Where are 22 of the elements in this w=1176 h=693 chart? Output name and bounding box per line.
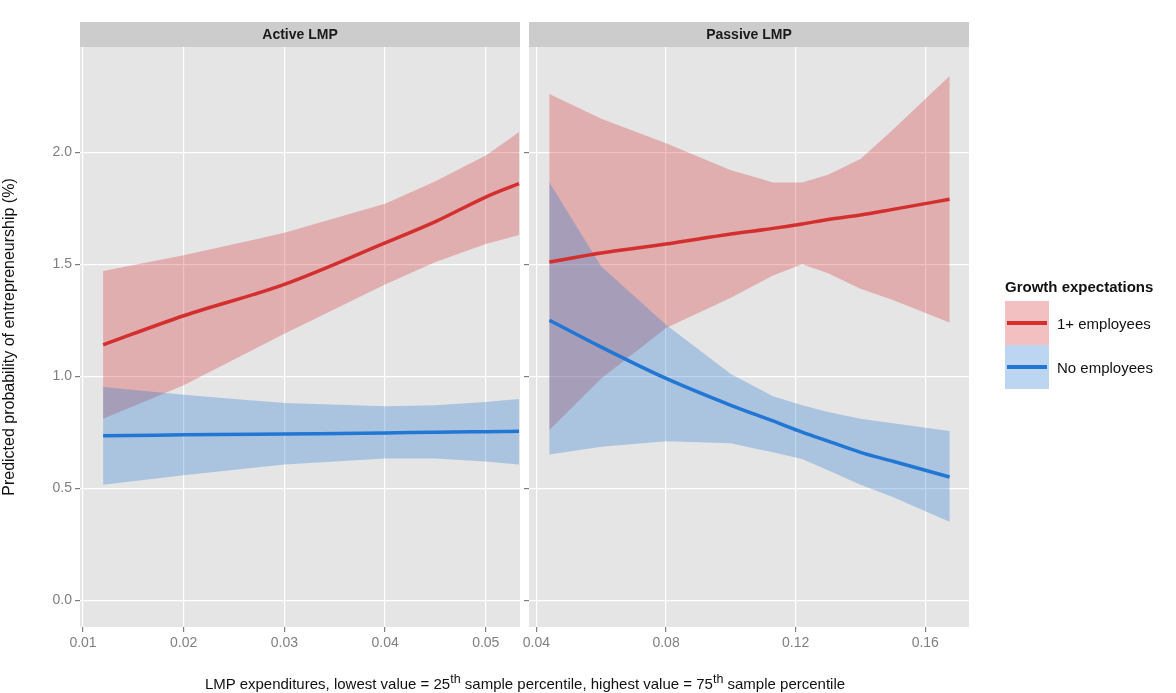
y-tick-label: 0.5 xyxy=(52,479,73,496)
x-tick-label: 0.04 xyxy=(371,634,399,651)
x-tick-label: 0.03 xyxy=(270,634,299,651)
chart-title: Passive LMP xyxy=(529,22,969,47)
x-tick-label: 0.16 xyxy=(911,634,940,651)
line-series xyxy=(101,181,520,347)
y-axis-title: Predicted probability of entrepreneurship (%) xyxy=(0,178,18,496)
x-tick-label: 0.08 xyxy=(652,634,680,651)
legend-title: Growth expectations xyxy=(1005,278,1154,295)
x-tick-label: 0.01 xyxy=(69,634,97,651)
y-tick-label: 1.0 xyxy=(52,367,73,384)
legend-label: No employees xyxy=(1057,358,1153,376)
x-tick-label: 0.02 xyxy=(170,634,198,651)
y-tick-label: 0.0 xyxy=(52,590,73,607)
x-tick-label: 0.12 xyxy=(782,634,810,651)
x-axis-title: LMP expenditures, lowest value = 25$^{th}$ sample percentile, highest value = 75$^{th}$ sample percentile xyxy=(203,671,847,693)
x-tick-label: 0.05 xyxy=(472,634,500,651)
y-tick-label: 2.0 xyxy=(52,143,73,160)
legend-label: 1+ employees xyxy=(1057,314,1151,332)
chart-title: Active LMP xyxy=(80,22,520,47)
x-tick-label: 0.04 xyxy=(522,634,551,651)
y-tick-label: 1.5 xyxy=(52,255,73,272)
